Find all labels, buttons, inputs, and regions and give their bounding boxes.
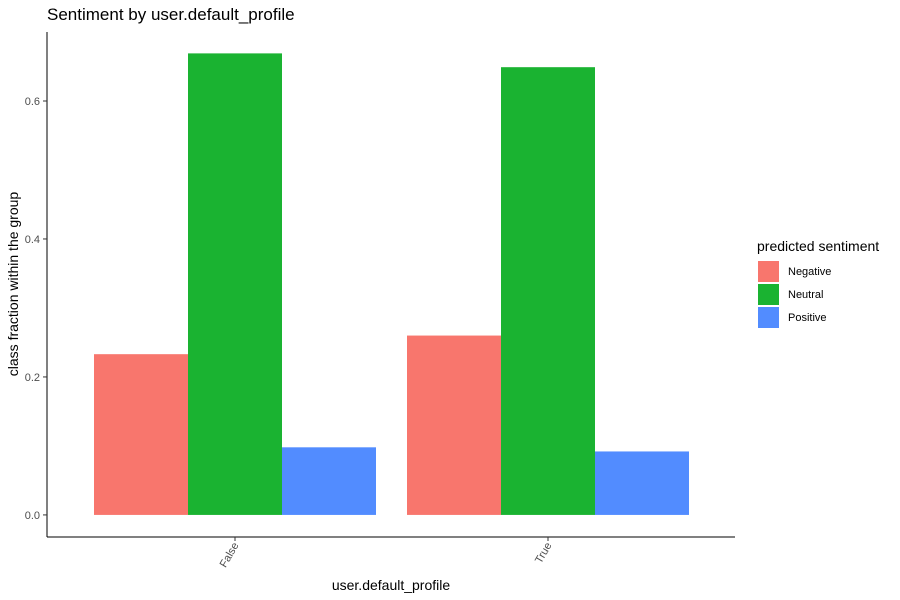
legend-key-neutral (758, 284, 779, 305)
bars-group (94, 53, 689, 515)
x-ticks: False True (218, 537, 555, 570)
legend-label-negative: Negative (788, 266, 831, 278)
bar-negative-false (94, 354, 188, 515)
chart-title: Sentiment by user.default_profile (47, 5, 295, 24)
legend-label-positive: Positive (788, 312, 827, 324)
y-tick-label: 0.4 (25, 234, 40, 246)
y-axis-title: class fraction within the group (5, 192, 21, 377)
y-ticks: 0.0 0.2 0.4 0.6 (25, 96, 47, 522)
x-axis-title: user.default_profile (332, 577, 451, 593)
legend-key-positive (758, 307, 779, 328)
x-tick-label: True (533, 541, 555, 566)
y-tick-label: 0.6 (25, 96, 40, 108)
legend-title: predicted sentiment (757, 238, 879, 254)
y-tick-label: 0.2 (25, 372, 40, 384)
bar-positive-true (595, 451, 689, 515)
y-tick-label: 0.0 (25, 510, 40, 522)
bar-neutral-true (501, 67, 595, 515)
bar-positive-false (282, 447, 376, 515)
legend-label-neutral: Neutral (788, 289, 823, 301)
bar-negative-true (407, 335, 501, 515)
legend-key-negative (758, 261, 779, 282)
legend: predicted sentiment Negative Neutral Posit… (757, 238, 879, 328)
bar-neutral-false (188, 53, 282, 515)
x-tick-label: False (218, 541, 242, 570)
